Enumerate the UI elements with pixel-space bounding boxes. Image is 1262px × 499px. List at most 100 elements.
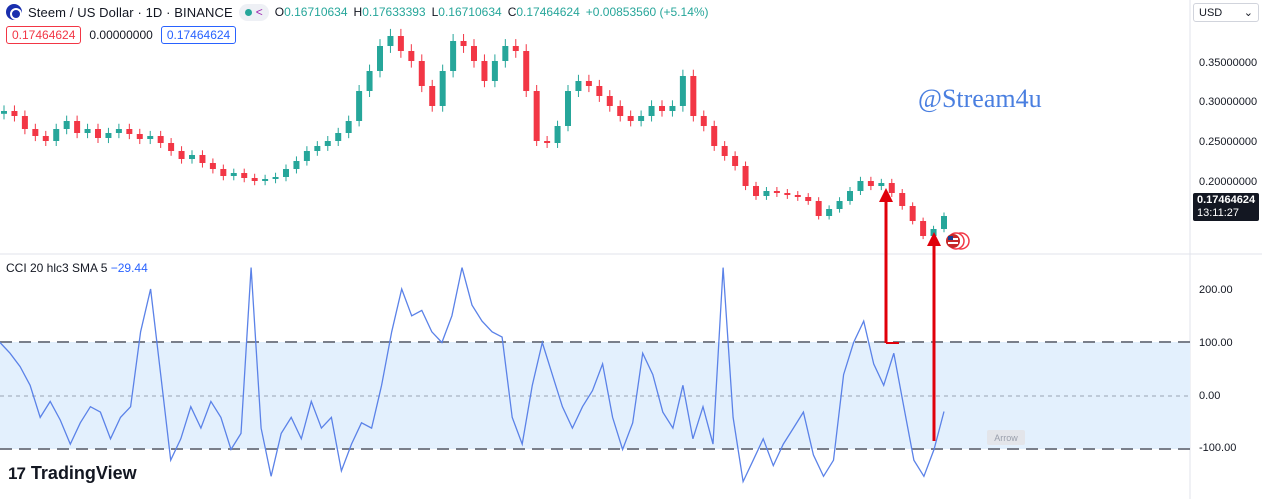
candle-body [679, 76, 686, 106]
high-value: 0.17633393 [362, 5, 426, 19]
candle-body [638, 116, 645, 121]
candle-body [596, 86, 603, 96]
cci-axis-label: 100.00 [1199, 337, 1233, 349]
candle-body [867, 181, 874, 186]
price-axis-label: 0.25000000 [1199, 136, 1258, 148]
candle-body [659, 106, 665, 111]
indicator-legend[interactable]: CCI 20 hlc3 SMA 5 −29.44 [6, 261, 148, 275]
candle-body [450, 41, 457, 71]
candle-body [147, 136, 154, 139]
candle-body [21, 116, 28, 129]
candle-body [32, 129, 39, 136]
candle-body [53, 129, 60, 141]
open-key: O [274, 5, 285, 19]
candle-body [397, 36, 404, 51]
candle-body [209, 163, 216, 169]
market-open-icon [244, 8, 252, 16]
candle-body [324, 141, 331, 146]
candle-body [941, 216, 947, 229]
candle-body [554, 126, 561, 143]
candle-body [377, 46, 383, 71]
candle-body [565, 91, 571, 126]
candle-body [335, 133, 342, 141]
candle-body [283, 169, 289, 177]
candle-body [690, 76, 697, 116]
candle-body [794, 195, 801, 197]
candle-body [815, 201, 822, 216]
arrow-tool-label[interactable]: Arrow [987, 430, 1025, 445]
candle-body [220, 169, 227, 176]
candle-body [42, 136, 49, 141]
close-key: C [507, 5, 517, 19]
market-status-pill[interactable]: < [238, 3, 269, 21]
steem-logo-icon [6, 4, 22, 20]
candle-body [523, 51, 530, 91]
open-value: 0.16710634 [284, 5, 348, 19]
candle-body [888, 183, 895, 193]
candle-body [930, 229, 937, 236]
symbol-title[interactable]: Steem / US Dollar · 1D · BINANCE [28, 4, 233, 20]
symbol-header: Steem / US Dollar · 1D · BINANCE < O0.16… [0, 0, 709, 24]
spread-value: 0.00000000 [89, 28, 153, 42]
candle-body [11, 111, 18, 116]
candle-body [293, 161, 300, 169]
currency-value: USD [1199, 6, 1223, 19]
candle-body [262, 179, 269, 181]
candle-body [168, 143, 175, 151]
candle-body [272, 177, 279, 179]
candle-body [189, 155, 195, 159]
candle-body [512, 46, 519, 51]
buy-button[interactable]: 0.17464624 [160, 26, 237, 44]
candle-body [878, 183, 885, 186]
price-axis-label: 0.20000000 [1199, 176, 1258, 188]
currency-select[interactable]: USD ⌄ [1193, 3, 1259, 22]
candle-body [585, 81, 592, 86]
flag-icon[interactable] [946, 232, 970, 250]
candle-body [303, 151, 310, 161]
candlestick-series [1, 28, 947, 240]
last-price-label: 0.17464624 13:11:27 [1193, 193, 1259, 221]
candle-body [408, 51, 415, 61]
candle-body [617, 106, 624, 116]
candle-body [95, 129, 101, 138]
candle-body [63, 121, 70, 129]
cci-axis-label: -100.00 [1199, 442, 1237, 454]
candle-body [899, 193, 906, 206]
candle-body [648, 106, 655, 116]
candle-body [115, 129, 122, 133]
candle-body [847, 191, 853, 201]
candle-body [763, 191, 770, 196]
candle-body [491, 61, 498, 81]
candle-body [178, 151, 185, 159]
candle-body [251, 178, 258, 181]
sell-button[interactable]: 0.17464624 [6, 26, 82, 44]
candle-body [314, 146, 321, 151]
candle-body [836, 201, 843, 209]
cci-line [0, 267, 945, 484]
candle-body [471, 46, 477, 61]
brand-name: TradingView [30, 463, 137, 483]
countdown-value: 13:11:27 [1197, 207, 1240, 219]
candle-body [387, 36, 394, 46]
candle-body [481, 61, 488, 81]
candle-body [1, 111, 7, 114]
candle-body [753, 186, 759, 196]
candle-body [502, 46, 509, 61]
change-value: +0.00853560 (+5.14%) [585, 5, 709, 19]
indicator-name: CCI 20 hlc3 SMA 5 [6, 261, 108, 275]
candle-body [241, 173, 248, 178]
candle-body [136, 134, 143, 139]
candle-body [857, 181, 864, 191]
low-value: 0.16710634 [438, 5, 502, 19]
tradingview-logo[interactable]: 17 TradingView [8, 463, 137, 484]
candle-body [439, 71, 446, 106]
candle-body [920, 221, 927, 236]
chevron-down-icon: ⌄ [1243, 7, 1253, 19]
candle-body [544, 141, 551, 143]
candle-body [418, 61, 425, 86]
price-axis-label: 0.35000000 [1199, 57, 1258, 69]
candle-body [126, 129, 133, 134]
candle-body [533, 91, 540, 141]
last-price-value: 0.17464624 [1197, 194, 1256, 206]
